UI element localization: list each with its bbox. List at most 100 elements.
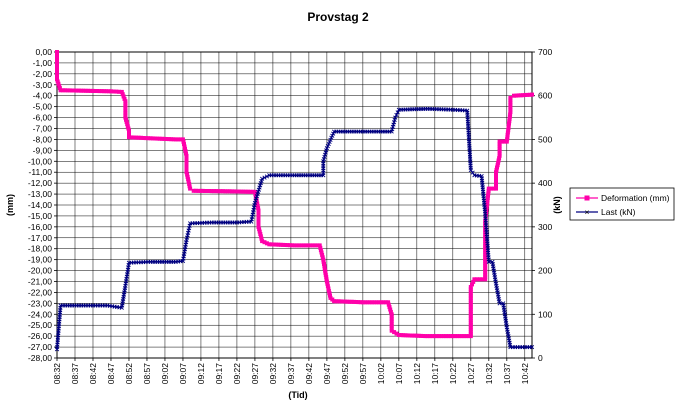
- data-point: [494, 174, 498, 179]
- data-point: [203, 189, 207, 193]
- data-point: [468, 289, 473, 294]
- data-point: [363, 300, 368, 305]
- data-point: [508, 98, 513, 103]
- left-tick-label: -20,00: [28, 266, 52, 276]
- data-point: [468, 329, 473, 334]
- data-point: [256, 217, 261, 222]
- data-point: [508, 107, 513, 112]
- left-tick-label: -21,00: [28, 277, 52, 287]
- data-point: [223, 189, 228, 194]
- data-point: [508, 112, 513, 117]
- data-point: [468, 327, 473, 332]
- data-point: [504, 139, 509, 144]
- data-point: [124, 119, 129, 124]
- data-point: [117, 89, 122, 94]
- data-point: [90, 88, 95, 93]
- data-point: [328, 293, 332, 298]
- data-point: [343, 299, 348, 304]
- data-point: [494, 177, 498, 182]
- x-tick-label: 08:32: [52, 363, 62, 385]
- data-point: [184, 153, 189, 158]
- right-tick-label: 400: [538, 178, 552, 188]
- x-tick-label: 09:42: [304, 363, 314, 385]
- x-tick-label: 10:32: [484, 363, 494, 385]
- data-point: [497, 149, 502, 154]
- data-point: [55, 52, 59, 57]
- legend-label-deformation: Deformation (mm): [601, 193, 670, 203]
- left-tick-label: -10,00: [28, 156, 52, 166]
- data-point: [200, 188, 205, 193]
- data-point: [198, 188, 203, 193]
- data-point: [169, 137, 174, 142]
- data-point: [124, 117, 128, 122]
- data-point: [394, 112, 399, 118]
- data-point: [486, 193, 490, 198]
- data-point: [55, 60, 59, 65]
- x-tick-label: 09:07: [178, 363, 188, 385]
- data-point: [196, 188, 201, 193]
- data-point: [125, 122, 130, 127]
- data-point: [497, 156, 502, 161]
- data-point: [95, 89, 100, 93]
- right-tick-label: 500: [538, 134, 552, 144]
- data-point: [104, 89, 109, 94]
- data-point: [55, 68, 59, 72]
- chart-title: Provstag 2: [307, 10, 369, 24]
- data-point: [459, 334, 464, 339]
- data-point: [256, 208, 261, 213]
- data-point: [109, 89, 113, 94]
- data-point: [248, 189, 253, 194]
- data-point: [468, 320, 473, 325]
- data-point: [491, 186, 496, 191]
- data-point: [290, 243, 295, 248]
- x-axis-label: (Tid): [288, 390, 307, 400]
- x-tick-label: 09:02: [160, 363, 170, 385]
- data-point: [55, 55, 59, 60]
- data-point: [468, 300, 473, 305]
- data-point: [446, 334, 451, 339]
- data-point: [180, 137, 185, 142]
- data-point: [439, 334, 444, 339]
- data-point: [393, 115, 398, 120]
- data-point: [301, 243, 306, 248]
- data-point: [81, 88, 86, 93]
- data-point: [485, 200, 490, 205]
- legend-box: [569, 187, 675, 221]
- data-point: [505, 135, 510, 140]
- data-point: [120, 92, 125, 97]
- data-point: [483, 268, 488, 273]
- data-point: [486, 186, 491, 191]
- data-point: [347, 299, 352, 304]
- data-point: [86, 88, 91, 93]
- data-point: [468, 307, 473, 312]
- data-point: [483, 259, 488, 264]
- data-point: [386, 302, 391, 307]
- data-point: [349, 299, 354, 304]
- data-point: [55, 77, 59, 82]
- data-point: [83, 88, 88, 93]
- data-point: [494, 179, 498, 184]
- data-point: [141, 136, 146, 140]
- data-point: [483, 277, 488, 282]
- left-tick-label: -7,00: [33, 124, 53, 134]
- data-point: [365, 300, 370, 305]
- data-point: [508, 105, 513, 110]
- data-point: [468, 316, 473, 321]
- data-point: [505, 130, 510, 135]
- data-point: [468, 285, 473, 289]
- left-tick-label: 0,00: [35, 47, 52, 57]
- data-point: [497, 142, 502, 146]
- data-point: [258, 232, 263, 236]
- left-tick-label: -1,00: [33, 58, 53, 68]
- data-point: [162, 136, 167, 141]
- data-point: [323, 272, 328, 277]
- data-point: [495, 165, 499, 170]
- data-point: [184, 156, 189, 161]
- data-point: [321, 257, 326, 262]
- data-point: [227, 189, 232, 194]
- data-point: [480, 277, 485, 282]
- data-point: [315, 243, 320, 248]
- data-point: [119, 89, 124, 94]
- data-point: [269, 242, 274, 247]
